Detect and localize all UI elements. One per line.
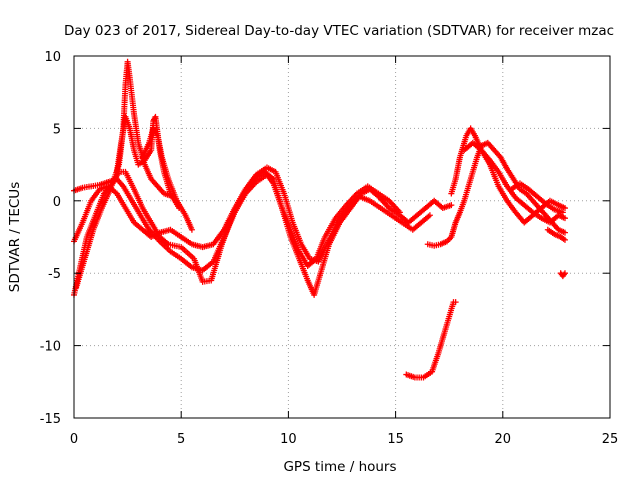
series-track-9	[448, 125, 568, 226]
chart-title: Day 023 of 2017, Sidereal Day-to-day VTE…	[64, 23, 614, 39]
x-tick-label: 5	[177, 432, 185, 447]
data-point	[561, 229, 568, 236]
data-point	[561, 205, 568, 212]
series-track-1	[71, 168, 455, 298]
series-track-4	[73, 58, 176, 291]
axis-ticks: 0 5 10 15 20 25 -15 -10 -5 0 5 10	[40, 50, 619, 447]
y-tick-label: -15	[40, 412, 61, 427]
x-tick-label: 25	[602, 432, 619, 447]
y-axis-label: SDTVAR / TECUs	[7, 182, 23, 292]
x-tick-label: 10	[280, 432, 297, 447]
series-track-5	[113, 113, 183, 212]
data-point	[561, 236, 568, 243]
series-track-2	[71, 164, 433, 265]
x-tick-label: 20	[495, 432, 512, 447]
series-track-8	[424, 139, 568, 249]
y-tick-label: -5	[48, 267, 61, 282]
y-tick-label: 5	[53, 122, 61, 137]
series-track-6	[139, 125, 195, 233]
series-track-12	[557, 270, 568, 280]
x-tick-label: 15	[387, 432, 404, 447]
data-point	[452, 299, 459, 306]
series-track-13	[508, 180, 566, 216]
series-track-3	[71, 171, 403, 274]
y-tick-label: 10	[44, 50, 61, 65]
data-points	[71, 58, 568, 381]
data-point	[561, 270, 568, 277]
x-tick-label: 0	[70, 432, 78, 447]
data-point	[426, 212, 433, 219]
data-point	[396, 209, 403, 216]
series-track-7	[403, 299, 459, 381]
y-tick-label: -10	[40, 340, 61, 355]
data-point	[448, 202, 455, 209]
plot-frame	[73, 55, 611, 419]
x-axis-label: GPS time / hours	[283, 459, 396, 475]
series-track-11	[544, 226, 568, 243]
y-tick-label: 0	[53, 195, 61, 210]
data-point	[188, 226, 195, 233]
data-point	[559, 209, 566, 216]
data-point	[561, 215, 568, 222]
